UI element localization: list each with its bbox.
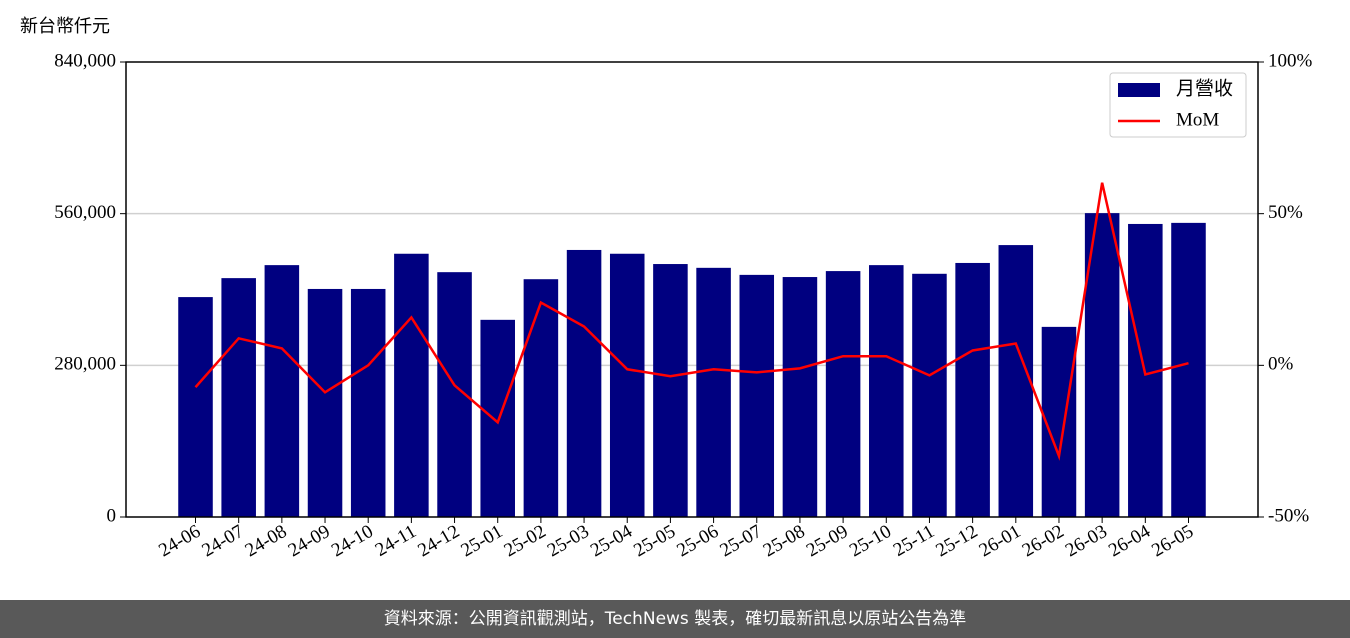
legend-label: 月營收: [1176, 77, 1233, 99]
y-tick-label: 280,000: [54, 354, 116, 375]
bar: [1041, 326, 1077, 517]
legend-label: MoM: [1176, 109, 1219, 130]
bar: [825, 271, 861, 517]
bar: [782, 277, 818, 517]
bar: [350, 288, 386, 517]
y-tick-label: 560,000: [54, 202, 116, 223]
line: [194, 182, 1189, 461]
y2-tick-label: -50%: [1268, 505, 1309, 526]
bar: [912, 273, 947, 517]
bar: [394, 253, 429, 517]
bar: [307, 288, 343, 517]
bar: [523, 279, 559, 517]
bar: [609, 253, 645, 517]
y2-tick-label: 0%: [1268, 354, 1294, 375]
bar: [653, 264, 688, 517]
legend-swatch: [1118, 83, 1160, 97]
bar: [739, 274, 775, 517]
y2-tick-label: 100%: [1268, 50, 1313, 71]
bar: [955, 262, 990, 517]
y-tick-label: 0: [107, 505, 117, 526]
y-axis-label: 新台幣仟元: [20, 16, 110, 37]
footer-bar: [0, 600, 1350, 638]
bar: [178, 297, 213, 517]
plot-frame: [125, 61, 1259, 518]
bar: [566, 249, 602, 518]
bar: [869, 265, 904, 517]
bar: [264, 265, 300, 517]
footer-text: 資料來源：公開資訊觀測站，TechNews 製表，確切最新訊息以原站公告為準: [384, 609, 966, 629]
bar: [998, 245, 1034, 518]
y2-tick-label: 50%: [1268, 202, 1303, 223]
bar: [1084, 213, 1120, 517]
bar: [696, 267, 731, 517]
bar: [1171, 222, 1206, 517]
bar: [221, 278, 256, 517]
y-tick-label: 840,000: [54, 50, 116, 71]
bar: [480, 319, 515, 517]
